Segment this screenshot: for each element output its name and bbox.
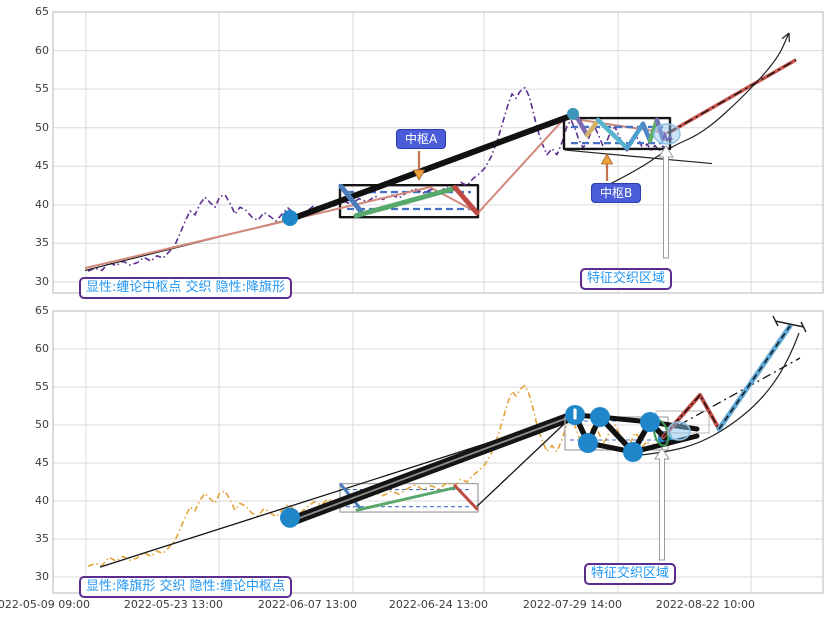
- y-axis-tick: 65: [35, 304, 49, 317]
- y-axis-tick: 45: [35, 159, 49, 173]
- y-axis-tick: 35: [35, 532, 49, 545]
- y-axis-tick: 65: [35, 5, 49, 18]
- pivot-b-label: 中枢B: [591, 183, 642, 204]
- target-cap: [774, 320, 805, 328]
- price-line: [87, 86, 672, 272]
- growth-curve: [632, 332, 800, 457]
- growth-curve-arrowhead: [781, 32, 790, 40]
- panel-border: [52, 310, 824, 594]
- y-axis-tick: 30: [35, 275, 49, 288]
- y-axis-tick: 35: [35, 236, 49, 250]
- x-axis-tick: 2022-05-09 09:00: [0, 598, 90, 611]
- growth-curve: [603, 32, 790, 188]
- panel-border: [52, 11, 824, 294]
- flag-node-4: [623, 442, 643, 462]
- box-a-seg-up-green: [353, 185, 458, 219]
- convergence-highlight: [667, 421, 691, 441]
- projection-dashdot: [662, 357, 801, 435]
- y-axis-tick: 50: [35, 418, 49, 431]
- peak-marker: [567, 107, 579, 120]
- panel-bottom: [52, 310, 824, 594]
- convergence-highlight: [653, 123, 681, 145]
- pivot-start-dot: [282, 209, 298, 226]
- trendline-salmon: [84, 116, 669, 270]
- flagpole-core: [292, 414, 574, 522]
- pattern-explanation-bottom: 显性:降旗形 交织 隐性:缠论中枢点: [79, 576, 293, 599]
- y-axis-tick: 60: [35, 43, 49, 57]
- y-axis-tick: 40: [35, 197, 49, 211]
- y-axis-tick: 40: [35, 494, 49, 507]
- y-axis-tick: 50: [35, 120, 49, 134]
- pivot-b-arrow-head: [600, 153, 614, 165]
- flag-node-cursor: [573, 408, 577, 420]
- box-a-seg-down-blue: [338, 183, 365, 216]
- trendline-steep: [476, 415, 574, 507]
- zig-1-purple: [573, 113, 590, 138]
- flagpole: [289, 113, 573, 222]
- y-axis-tick: 55: [35, 82, 49, 96]
- panel-top: [52, 11, 824, 294]
- pivot-box-b: [562, 116, 672, 151]
- pivot-a-arrow-head: [412, 169, 426, 181]
- y-axis-tick: 30: [35, 570, 49, 583]
- x-axis-tick: 2022-05-23 13:00: [123, 598, 223, 611]
- rally-blue-dash: [718, 325, 791, 430]
- projection-dashdot: [667, 59, 797, 134]
- box-a-seg-down-red: [452, 185, 480, 216]
- y-axis-tick: 45: [35, 456, 49, 469]
- box-a-seg-down-red: [453, 484, 479, 511]
- flag-node-5: [640, 412, 660, 432]
- zig-2-tan: [584, 118, 601, 138]
- x-axis-tick: 2022-08-22 10:00: [655, 598, 755, 611]
- zig-3-teal: [595, 117, 630, 151]
- feature-zone-label-bottom: 特征交织区域: [584, 563, 677, 586]
- x-axis-tick: 2022-06-07 13:00: [257, 598, 357, 611]
- zig-4-blue: [624, 121, 646, 151]
- pattern-explanation-top: 显性:缠论中枢点 交织 隐性:降旗形: [79, 277, 293, 300]
- target-cap-tick-left: [772, 315, 779, 327]
- flag-node-2: [590, 407, 610, 427]
- x-axis-tick: 2022-07-29 14:00: [522, 598, 622, 611]
- feature-zone-arrow: [658, 145, 674, 259]
- feature-zone-arrow: [654, 447, 670, 561]
- box-b-underline: [564, 149, 713, 165]
- pivot-start-dot: [280, 507, 300, 528]
- pivot-a-label: 中枢A: [396, 129, 447, 150]
- box-a-seg-up-green: [355, 486, 457, 512]
- zig-8-wiggle: [662, 132, 673, 142]
- x-axis-tick: 2022-06-24 13:00: [388, 598, 488, 611]
- feature-zone-label-top: 特征交织区域: [580, 268, 673, 291]
- zig-7-slate: [654, 117, 666, 142]
- target-cap-tick-right: [800, 321, 807, 333]
- flag-node-3: [578, 433, 598, 453]
- y-axis-tick: 55: [35, 380, 49, 393]
- y-axis-tick: 60: [35, 342, 49, 355]
